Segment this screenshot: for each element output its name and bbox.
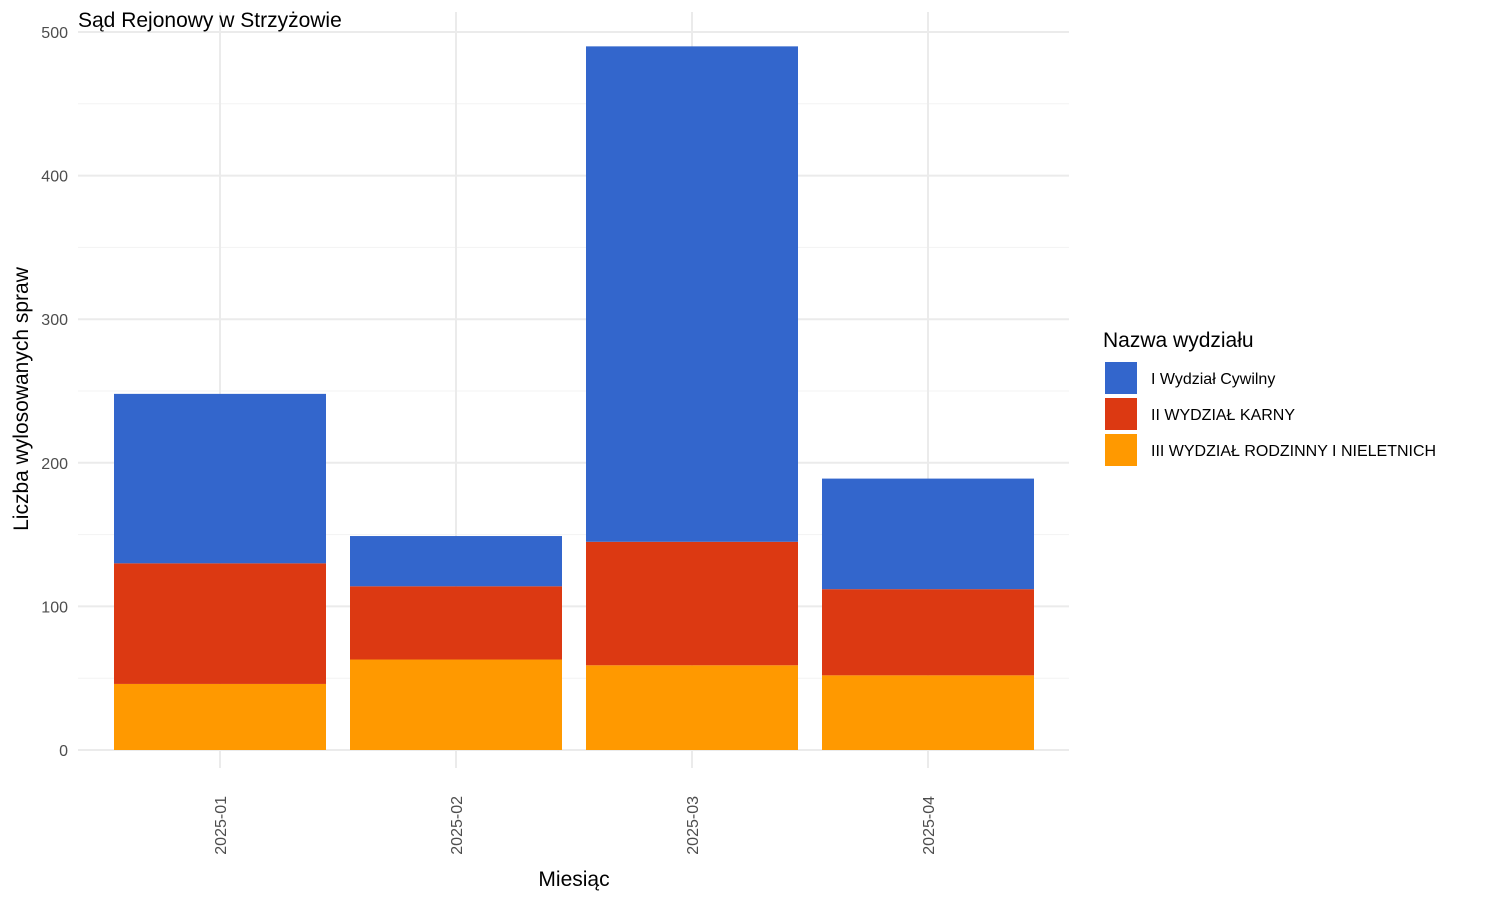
bar-segment bbox=[350, 536, 562, 587]
bars bbox=[114, 46, 1034, 750]
x-tick-label: 2025-02 bbox=[449, 796, 466, 855]
x-tick-label: 2025-04 bbox=[921, 796, 938, 855]
legend-label: III WYDZIAŁ RODZINNY I NIELETNICH bbox=[1151, 443, 1436, 460]
y-axis-ticks: 0 100 200 300 400 500 bbox=[41, 25, 68, 760]
y-tick-label: 0 bbox=[59, 743, 68, 760]
legend-swatch bbox=[1105, 362, 1137, 394]
bar-segment bbox=[586, 46, 798, 542]
bar-segment bbox=[586, 665, 798, 750]
bar-segment bbox=[114, 683, 326, 750]
legend-swatch bbox=[1105, 398, 1137, 430]
y-tick-label: 400 bbox=[41, 169, 68, 186]
bar-segment bbox=[114, 393, 326, 564]
bar-segment bbox=[350, 586, 562, 660]
y-tick-label: 200 bbox=[41, 456, 68, 473]
legend-title: Nazwa wydziału bbox=[1103, 329, 1254, 352]
chart-title: Sąd Rejonowy w Strzyżowie bbox=[78, 9, 342, 32]
bar-segment bbox=[822, 675, 1034, 750]
y-tick-label: 300 bbox=[41, 312, 68, 329]
x-tick-label: 2025-03 bbox=[685, 796, 702, 855]
bar-segment bbox=[586, 541, 798, 666]
x-axis-ticks: 2025-01 2025-02 2025-03 2025-04 bbox=[213, 796, 938, 855]
bar-segment bbox=[822, 478, 1034, 590]
legend-label: II WYDZIAŁ KARNY bbox=[1151, 407, 1295, 424]
y-tick-label: 100 bbox=[41, 599, 68, 616]
bar-segment bbox=[114, 563, 326, 684]
legend-label: I Wydział Cywilny bbox=[1151, 371, 1275, 388]
legend-swatch bbox=[1105, 434, 1137, 466]
y-tick-label: 500 bbox=[41, 25, 68, 42]
legend: Nazwa wydziału I Wydział Cywilny II WYDZI… bbox=[1103, 329, 1436, 466]
y-axis-title: Liczba wylosowanych spraw bbox=[10, 266, 33, 531]
bar-segment bbox=[350, 659, 562, 750]
bar-segment bbox=[822, 589, 1034, 676]
x-axis-title: Miesiąc bbox=[538, 868, 609, 891]
x-tick-label: 2025-01 bbox=[213, 796, 230, 855]
